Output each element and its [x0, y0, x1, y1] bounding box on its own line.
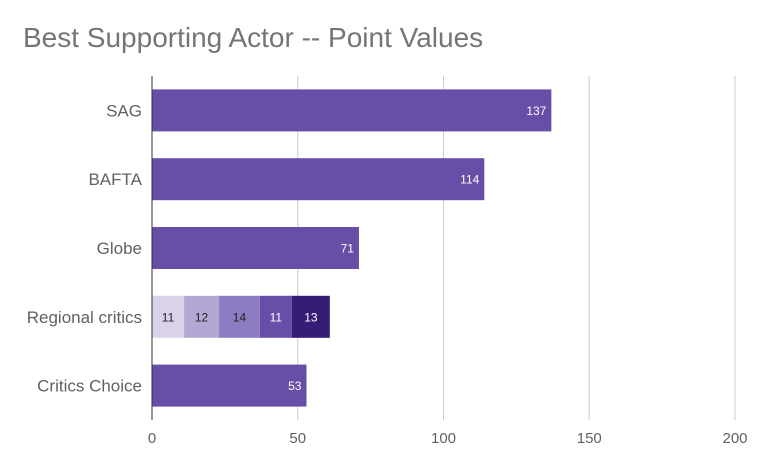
- bar-regional-critics-segment-3: [219, 295, 260, 338]
- bar-bafta-segment-1: [152, 158, 485, 201]
- category-label-globe: Globe: [97, 239, 142, 258]
- data-labels: 137 114 71 11 12 14 11 13 53: [162, 104, 547, 393]
- bar-regional-critics-segment-2: [184, 295, 220, 338]
- x-tick-label-100: 100: [431, 430, 456, 447]
- bars: [152, 89, 552, 407]
- bar-regional-critics-segment-4: [259, 295, 292, 338]
- bar-sag-segment-1: [152, 89, 552, 132]
- x-tick-label-50: 50: [289, 430, 306, 447]
- data-label-globe-1: 71: [341, 242, 355, 256]
- category-label-bafta: BAFTA: [88, 170, 142, 189]
- bar-globe-segment-1: [152, 227, 359, 269]
- chart-title: Best Supporting Actor -- Point Values: [23, 22, 484, 53]
- data-label-regional-critics-3: 14: [233, 310, 247, 324]
- data-label-regional-critics-2: 12: [195, 310, 209, 324]
- bar-regional-critics-segment-5: [291, 295, 330, 338]
- category-label-regional-critics: Regional critics: [27, 308, 142, 327]
- data-label-bafta-1: 114: [460, 173, 479, 187]
- data-label-regional-critics-4: 11: [270, 310, 283, 324]
- x-tick-label-150: 150: [577, 430, 602, 447]
- data-label-regional-critics-1: 11: [162, 310, 175, 324]
- category-label-sag: SAG: [106, 101, 142, 120]
- category-label-critics-choice: Critics Choice: [37, 377, 142, 396]
- gridlines: [297, 76, 736, 420]
- data-label-sag-1: 137: [526, 104, 546, 118]
- axes: 0 50 100 150 200 SAG BAFTA Globe Regional critic…: [27, 76, 748, 447]
- data-label-critics-choice-1: 53: [288, 379, 302, 393]
- x-tick-label-0: 0: [148, 430, 156, 447]
- bar-regional-critics-segment-1: [152, 295, 185, 338]
- data-label-regional-critics-5: 13: [304, 310, 318, 324]
- bar-critics-choice-segment-1: [152, 364, 307, 407]
- x-tick-label-200: 200: [722, 430, 747, 447]
